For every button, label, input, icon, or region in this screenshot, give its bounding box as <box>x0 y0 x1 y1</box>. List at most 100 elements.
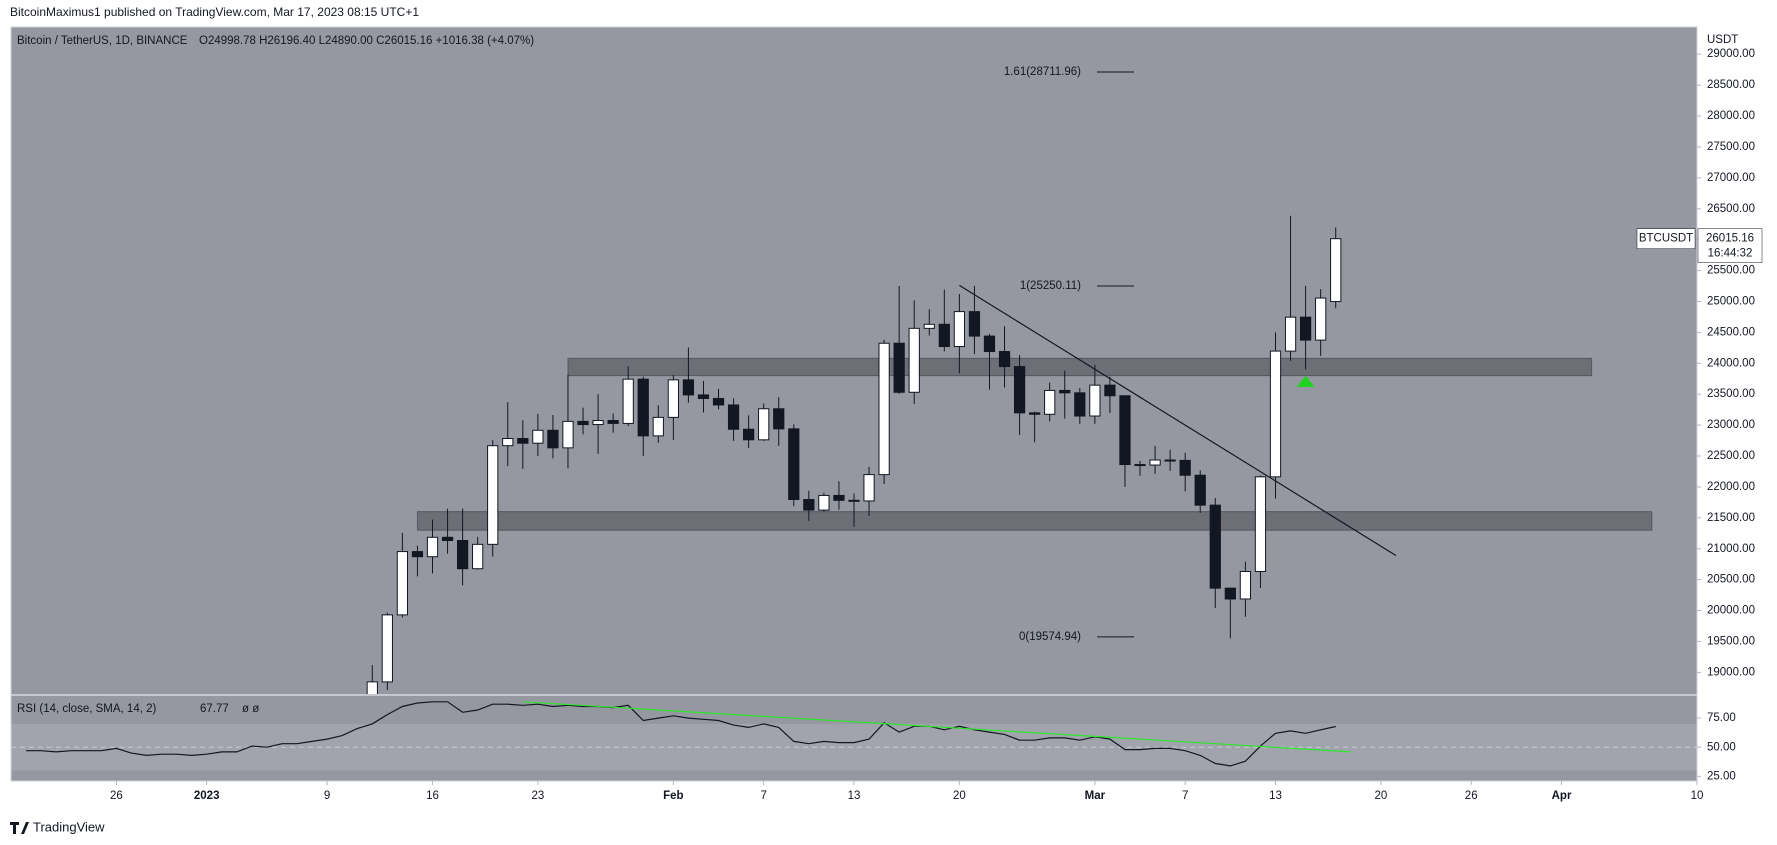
candle-body <box>1209 504 1221 589</box>
candle-body <box>1194 474 1206 506</box>
candle-body <box>758 408 770 441</box>
zone <box>416 511 1653 531</box>
candle-body <box>426 536 439 558</box>
x-tick-label: 9 <box>324 790 330 802</box>
y-tick-label: 26500.00 <box>1707 203 1755 215</box>
rsi-title: RSI (14, close, SMA, 14, 2) <box>17 703 157 715</box>
fib-label: 1.61(28711.96) <box>1004 66 1081 78</box>
candle-body <box>1299 316 1312 341</box>
candle-body <box>983 335 996 353</box>
candle-body <box>1074 392 1086 417</box>
candle-body <box>878 342 890 476</box>
rsi-hidden-values: ø ø <box>242 703 259 715</box>
candle-body <box>788 428 800 501</box>
candle-body <box>622 378 634 424</box>
y-tick-label: 28000.00 <box>1707 110 1755 122</box>
candle-body <box>1269 350 1282 478</box>
y-tick-label: 22000.00 <box>1707 481 1755 493</box>
axes: 19000.00 19500.00 20000.00 20500.00 21000.00… <box>110 48 1763 802</box>
candle-body <box>712 397 725 406</box>
candle-body <box>1164 459 1176 462</box>
candle-body <box>532 429 544 444</box>
x-tick-label: 7 <box>760 790 766 802</box>
y-tick-label: 23500.00 <box>1707 388 1755 400</box>
candle-body <box>366 681 378 694</box>
y-tick-label: 27500.00 <box>1707 141 1755 153</box>
candle-body <box>1149 459 1161 466</box>
candle-body <box>1284 316 1297 352</box>
y-tick-label: 20000.00 <box>1707 605 1755 617</box>
candle-body <box>968 311 981 337</box>
zone <box>567 357 1593 377</box>
candle-body <box>592 420 604 426</box>
x-tick-label: 13 <box>848 790 861 802</box>
rsi-last-value: 67.77 <box>200 703 229 715</box>
y-tick-label: 22500.00 <box>1707 450 1755 462</box>
x-tick-label: Apr <box>1552 790 1572 802</box>
y-tick-label: 24000.00 <box>1707 357 1755 369</box>
y-tick-label: 21500.00 <box>1707 512 1755 524</box>
y-tick-label: 21000.00 <box>1707 543 1755 555</box>
x-tick-label: 20 <box>1374 790 1387 802</box>
y-tick-label: 19000.00 <box>1707 666 1755 678</box>
candle-body <box>1013 366 1026 414</box>
candle-body <box>998 351 1011 368</box>
candle-body <box>1254 476 1267 572</box>
candle-body <box>667 379 679 418</box>
candle-body <box>607 420 619 424</box>
candle-body <box>456 540 469 570</box>
candle-body <box>697 394 710 399</box>
candle-body <box>727 404 740 430</box>
publisher: BitcoinMaximus1 published on TradingView… <box>10 5 419 19</box>
candle-body <box>953 311 965 348</box>
candle-body <box>577 420 589 426</box>
candle-body <box>1134 464 1146 467</box>
y-tick-label: 27000.00 <box>1707 172 1755 184</box>
candle-body <box>1224 587 1236 600</box>
candle-body <box>1089 384 1101 417</box>
rsi-trendline <box>522 701 1351 753</box>
x-tick-label: 7 <box>1182 790 1188 802</box>
candle-body <box>848 499 860 502</box>
candle-body <box>637 378 649 437</box>
x-tick-label: 2023 <box>194 790 220 802</box>
candle-body <box>923 323 935 329</box>
price-tag-label: 26015.16 <box>1706 233 1754 245</box>
rsi-y-tick-label: 25.00 <box>1707 770 1736 782</box>
rsi-y-tick-label: 50.00 <box>1707 741 1736 753</box>
candle-body <box>487 445 499 545</box>
symbol-tag-label: BTCUSDT <box>1639 233 1693 245</box>
candle-body <box>833 494 845 501</box>
trendline <box>959 284 1397 557</box>
x-tick-label: 26 <box>110 790 123 802</box>
candle-body <box>893 342 905 393</box>
price-tag-countdown: 16:44:32 <box>1708 248 1753 260</box>
y-axis-label: USDT <box>1707 34 1738 46</box>
candle-body <box>863 474 875 502</box>
rsi-y-tick-label: 75.00 <box>1707 712 1736 724</box>
y-tick-label: 28500.00 <box>1707 79 1755 91</box>
marker <box>1296 375 1315 387</box>
x-tick-label: Feb <box>663 790 683 802</box>
x-tick-label: 10 <box>1691 790 1704 802</box>
y-tick-label: 19500.00 <box>1707 635 1755 647</box>
y-tick-label: 23000.00 <box>1707 419 1755 431</box>
candle-body <box>411 551 424 558</box>
candle-body <box>547 429 559 449</box>
rsi-pane <box>11 701 1697 771</box>
candle-body <box>1059 389 1071 394</box>
candle-body <box>1119 395 1131 466</box>
candle-body <box>472 543 484 570</box>
x-tick-label: 26 <box>1465 790 1478 802</box>
x-tick-label: 13 <box>1269 790 1282 802</box>
candle-body <box>908 327 920 393</box>
y-tick-label: 20500.00 <box>1707 574 1755 586</box>
candle-body <box>1330 238 1342 303</box>
candle-body <box>803 499 815 511</box>
candle-body <box>938 323 950 348</box>
rsi-line <box>26 701 1336 767</box>
candle-body <box>1029 412 1041 415</box>
footer-brand: TradingView <box>33 819 105 834</box>
y-tick-label: 29000.00 <box>1707 48 1755 60</box>
